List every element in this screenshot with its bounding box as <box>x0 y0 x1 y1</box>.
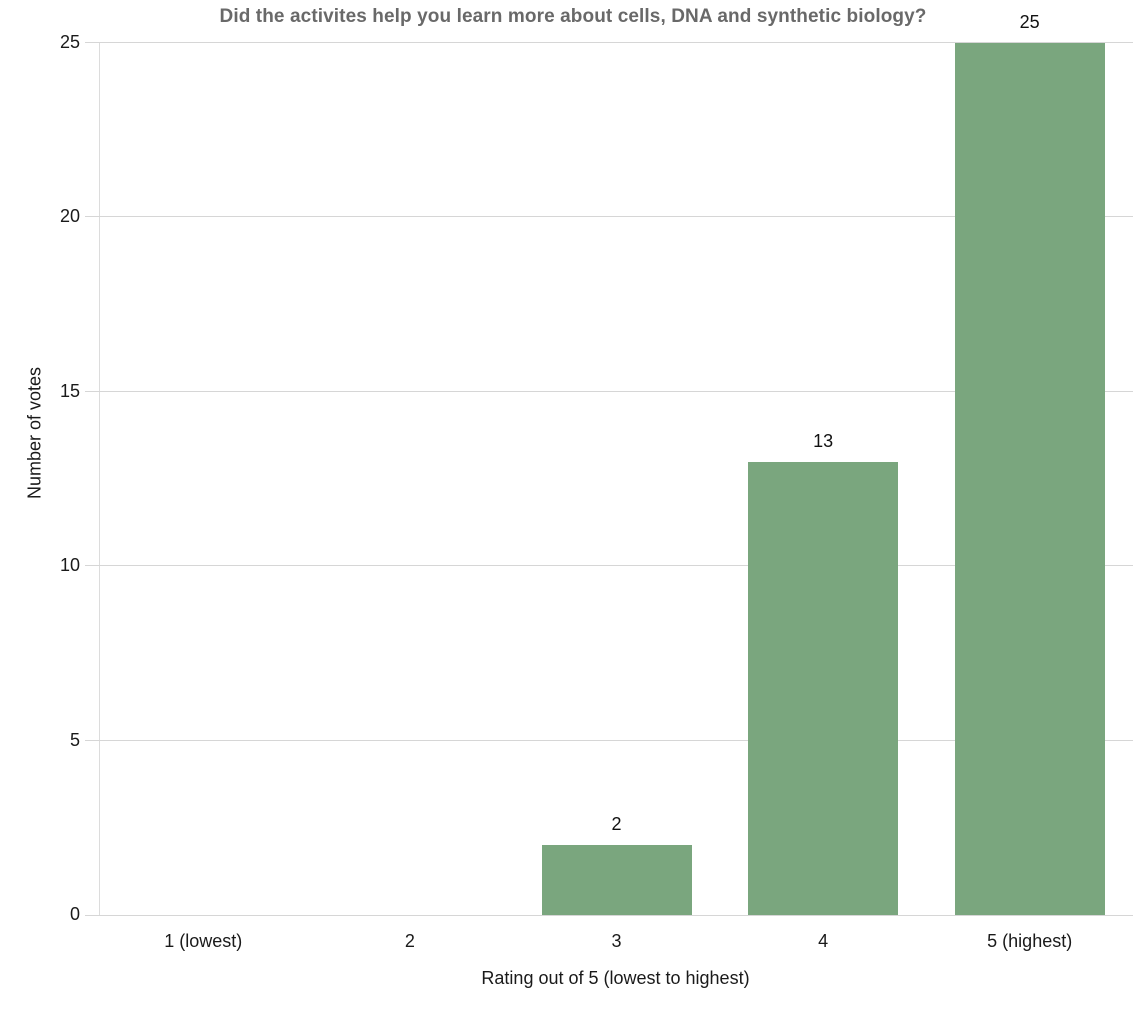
y-tick-mark <box>85 565 100 567</box>
x-tick-label: 5 (highest) <box>987 931 1073 951</box>
gridline-y-25 <box>100 42 1133 43</box>
gridline-y-15 <box>100 390 1133 392</box>
gridline-y-5 <box>100 739 1133 741</box>
y-tick-label: 25 <box>59 32 80 53</box>
y-tick-mark <box>85 216 100 218</box>
bar-rating-5 <box>954 43 1105 915</box>
bar-value-label: 2 <box>611 814 622 835</box>
y-tick-label: 5 <box>69 729 80 750</box>
plot-area: 0 5 10 15 20 25 1 (lowest) 2 2 3 13 4 25 5 (highest) <box>60 12 1133 951</box>
chart-title: Did the activites help you learn more ab… <box>219 6 927 27</box>
x-axis-title: Rating out of 5 (lowest to highest) <box>481 968 750 988</box>
bar-value-label: 13 <box>813 430 834 451</box>
gridline-y-20 <box>100 216 1133 218</box>
gridline-y-10 <box>100 565 1133 567</box>
y-tick-label: 0 <box>69 904 80 925</box>
bar-value-label: 25 <box>1019 12 1040 32</box>
y-tick-label: 20 <box>59 206 80 227</box>
x-tick-label: 1 (lowest) <box>164 931 243 951</box>
y-axis-title: Number of votes <box>24 366 45 500</box>
bar-rating-4 <box>748 461 899 915</box>
y-tick-mark <box>85 390 100 392</box>
x-tick-label: 3 <box>611 931 622 951</box>
y-tick-mark <box>85 42 100 43</box>
y-tick-mark <box>85 739 100 741</box>
gridline-y-0 <box>100 915 1133 916</box>
x-tick-label: 4 <box>818 931 829 951</box>
y-tick-mark <box>85 915 100 916</box>
x-tick-label: 2 <box>404 931 415 951</box>
bar-rating-3 <box>541 845 692 915</box>
y-tick-label: 10 <box>59 555 80 576</box>
y-tick-label: 15 <box>59 380 80 401</box>
